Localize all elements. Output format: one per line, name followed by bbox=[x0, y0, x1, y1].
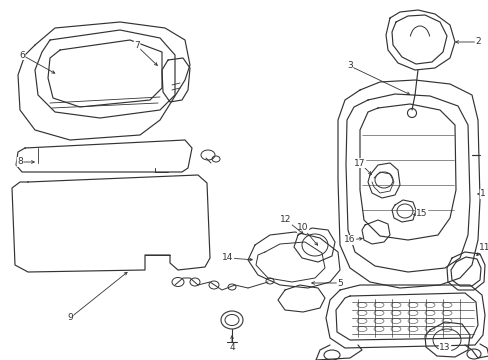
Text: 4: 4 bbox=[229, 343, 234, 352]
Text: 14: 14 bbox=[222, 253, 233, 262]
Text: 6: 6 bbox=[19, 50, 25, 59]
Text: 10: 10 bbox=[297, 224, 308, 233]
Text: 15: 15 bbox=[415, 210, 427, 219]
Text: 8: 8 bbox=[17, 158, 23, 166]
Text: 1: 1 bbox=[479, 189, 485, 198]
Text: 16: 16 bbox=[344, 235, 355, 244]
Text: 3: 3 bbox=[346, 62, 352, 71]
Text: 17: 17 bbox=[353, 158, 365, 167]
Text: 2: 2 bbox=[474, 37, 480, 46]
Text: 9: 9 bbox=[67, 314, 73, 323]
Text: 12: 12 bbox=[280, 216, 291, 225]
Text: 11: 11 bbox=[478, 243, 488, 252]
Text: 7: 7 bbox=[134, 41, 140, 50]
Text: 5: 5 bbox=[336, 279, 342, 288]
Text: 13: 13 bbox=[438, 343, 450, 352]
